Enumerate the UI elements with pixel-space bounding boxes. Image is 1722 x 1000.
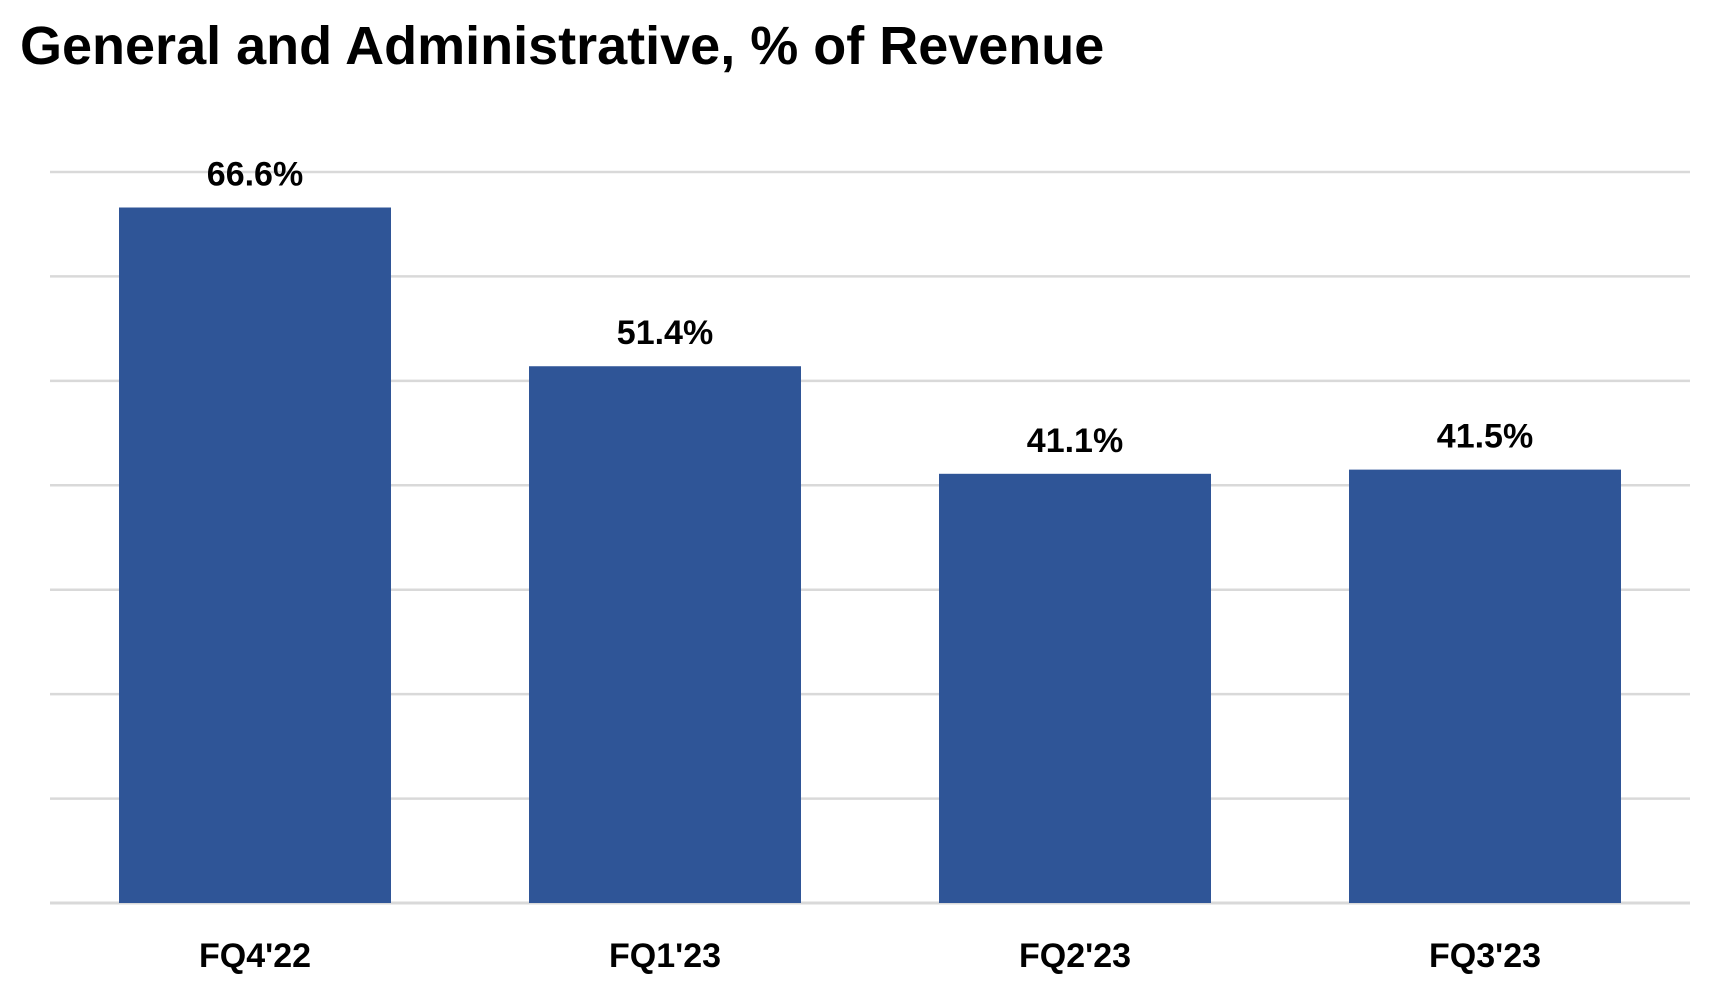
x-axis-tick-labels: FQ4'22 FQ1'23 FQ2'23 FQ3'23 xyxy=(199,937,1541,975)
data-label-1: 51.4% xyxy=(617,314,713,352)
data-label-2: 41.1% xyxy=(1027,422,1123,460)
x-tick-label-2: FQ2'23 xyxy=(1019,937,1131,975)
bars xyxy=(119,207,1621,903)
bar-2 xyxy=(939,473,1211,903)
x-tick-label-1: FQ1'23 xyxy=(609,937,721,975)
chart-title: General and Administrative, % of Revenue xyxy=(20,16,1105,76)
data-label-3: 41.5% xyxy=(1437,418,1533,456)
data-label-0: 66.6% xyxy=(207,156,303,194)
bar-3 xyxy=(1349,469,1621,903)
x-tick-label-0: FQ4'22 xyxy=(199,937,311,975)
x-tick-label-3: FQ3'23 xyxy=(1429,937,1541,975)
bar-1 xyxy=(529,366,801,903)
bar-0 xyxy=(119,207,391,903)
data-labels: 66.6% 51.4% 41.1% 41.5% xyxy=(207,156,1533,460)
